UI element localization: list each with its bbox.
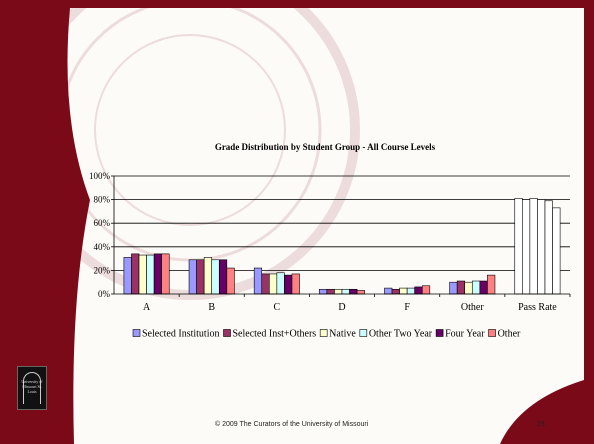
bar: [391, 288, 400, 295]
y-tick-label: 40%: [94, 242, 111, 252]
x-category-label: D: [338, 302, 345, 313]
legend-item: Selected Institution: [132, 329, 220, 340]
legend-label: Four Year: [445, 329, 485, 340]
y-tick-label: 80%: [94, 195, 111, 205]
legend-swatch: [319, 329, 328, 337]
slide-footer: © 2009 The Curators of the University of…: [0, 421, 594, 435]
page-number: 23: [537, 421, 545, 428]
legend-label: Other Two Year: [369, 329, 433, 340]
bar: [471, 280, 481, 295]
bar: [356, 290, 365, 295]
chart-title: Grade Distribution by Student Group - Al…: [215, 142, 436, 152]
bar: [544, 200, 553, 295]
legend-swatch: [435, 329, 444, 337]
chart-axes: [113, 176, 570, 295]
bar: [196, 259, 205, 295]
bar: [188, 259, 197, 295]
y-tick-label: 60%: [94, 218, 111, 228]
bar: [406, 287, 415, 295]
bar: [479, 280, 488, 295]
y-tick-label: 0%: [98, 289, 111, 299]
x-axis-categories: A B C D F Other Pass Rate: [143, 294, 571, 313]
bar: [552, 207, 561, 295]
legend-label: Native: [329, 329, 356, 340]
bar: [341, 288, 350, 295]
x-category-label: A: [143, 302, 151, 313]
legend-item: Native: [319, 329, 356, 340]
bar: [291, 273, 300, 295]
bar: [514, 198, 523, 295]
chart-legend: Selected Institution Selected Inst+Others…: [132, 329, 521, 340]
bar: [123, 257, 132, 295]
y-axis-ticks: 0% 20% 40% 60% 80% 100%: [89, 171, 114, 299]
bar: [269, 273, 278, 295]
bar: [276, 272, 285, 295]
bar: [349, 288, 358, 295]
legend-label: Selected Inst+Others: [233, 329, 317, 340]
legend-swatch: [359, 329, 368, 337]
legend-item: Four Year: [435, 329, 485, 340]
bar: [464, 281, 473, 295]
bar: [226, 267, 235, 295]
legend-item: Other: [488, 329, 521, 340]
legend-swatch: [132, 329, 141, 337]
university-logo: University of Missouri St. Louis: [17, 366, 47, 410]
bar: [326, 288, 335, 295]
x-category-label: Pass Rate: [518, 302, 557, 313]
legend-item: Selected Inst+Others: [223, 329, 317, 340]
bar: [421, 285, 431, 295]
x-category-label: C: [274, 302, 281, 313]
chart-gridlines: [114, 175, 570, 271]
legend-swatch: [488, 329, 496, 337]
bar: [529, 198, 538, 295]
bar: [218, 259, 228, 295]
footer-copyright: © 2009 The Curators of the University of…: [215, 421, 369, 428]
bar: [153, 253, 162, 295]
bar: [161, 253, 170, 295]
legend-label: Selected Institution: [142, 329, 220, 340]
legend-item: Other Two Year: [359, 329, 433, 340]
bar: [414, 286, 423, 295]
bar: [138, 254, 147, 295]
bar: [319, 288, 328, 295]
legend-label: Other: [498, 329, 521, 340]
x-category-label: F: [404, 302, 410, 313]
bar: [537, 199, 546, 295]
bar: [284, 274, 293, 295]
bar: [399, 287, 408, 295]
logo-text: University of Missouri St. Louis: [21, 379, 43, 394]
bar: [334, 288, 343, 295]
bar: [449, 281, 458, 295]
bar: [487, 274, 496, 295]
x-category-label: B: [208, 302, 215, 313]
bar: [522, 199, 531, 295]
bar: [203, 257, 213, 295]
bar: [146, 254, 155, 295]
bar: [131, 253, 140, 295]
y-tick-label: 100%: [89, 171, 111, 181]
bar: [253, 267, 263, 295]
y-tick-label: 20%: [94, 265, 111, 275]
bar: [456, 280, 466, 295]
logo-arch: [23, 372, 41, 404]
bar: [384, 287, 393, 295]
chart-bars: [123, 198, 561, 295]
legend-swatch: [223, 329, 231, 337]
bar: [211, 259, 220, 295]
bar: [261, 273, 270, 295]
x-category-label: Other: [461, 302, 484, 313]
